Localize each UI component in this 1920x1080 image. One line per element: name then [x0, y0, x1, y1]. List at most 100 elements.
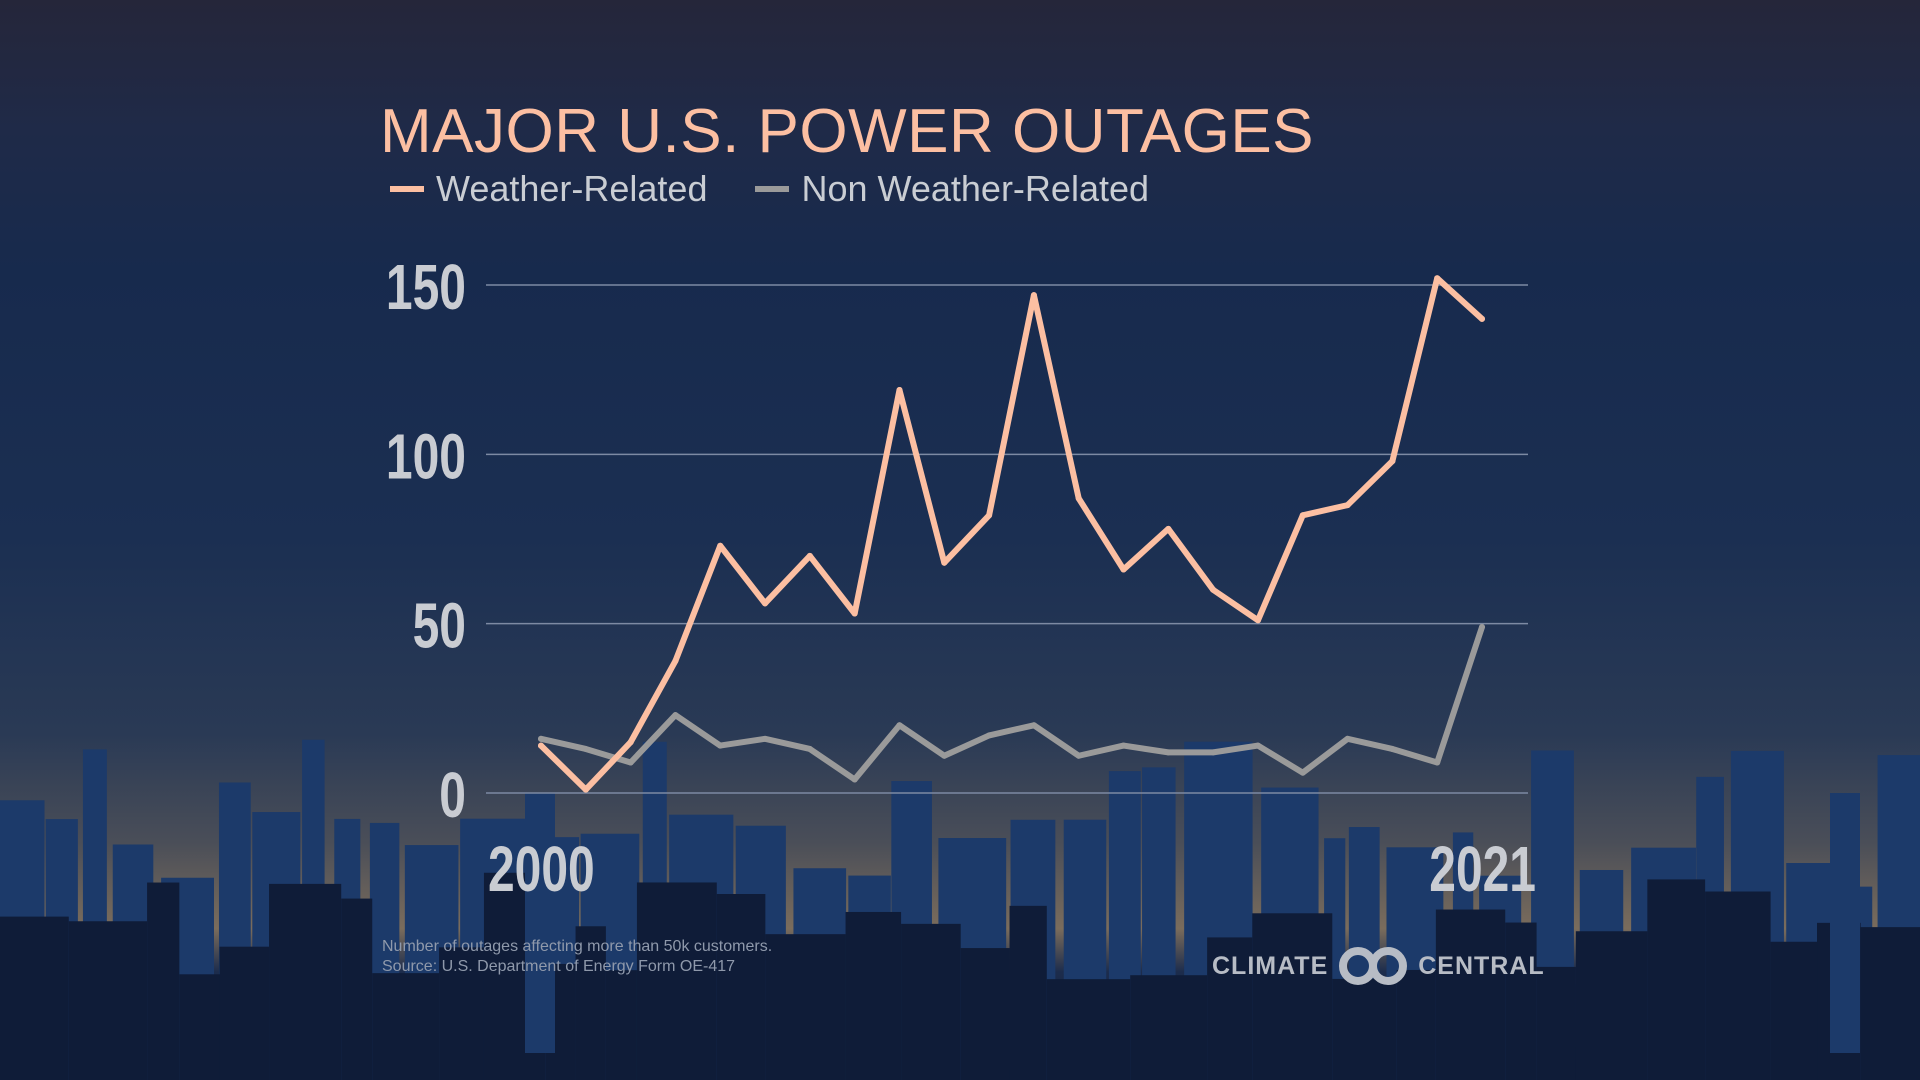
data-point — [627, 759, 634, 766]
building-front — [1332, 978, 1397, 1080]
building-tower — [1830, 793, 1860, 1053]
building-front — [1130, 975, 1208, 1080]
building-front — [269, 883, 342, 1080]
data-point — [1030, 292, 1037, 299]
data-point — [851, 610, 858, 617]
y-tick-label: 100 — [386, 421, 466, 492]
series-line-weather-related — [538, 275, 1485, 793]
building-tower — [525, 793, 555, 1053]
data-point — [1120, 566, 1127, 573]
legend-item-weather: Weather-Related — [390, 168, 707, 210]
x-tick-label: 2021 — [1429, 833, 1536, 904]
building-front — [1252, 913, 1333, 1080]
data-point — [941, 752, 948, 759]
building-front — [1647, 879, 1706, 1080]
building-front — [439, 947, 484, 1080]
data-point — [896, 386, 903, 393]
data-point — [986, 732, 993, 739]
building-front — [341, 898, 373, 1080]
building-front — [147, 882, 180, 1080]
data-point — [717, 742, 724, 749]
data-point — [806, 745, 813, 752]
building-front — [636, 882, 717, 1080]
legend-label-weather: Weather-Related — [436, 168, 708, 209]
y-tick-label: 150 — [386, 251, 466, 322]
y-tick-label: 0 — [439, 759, 466, 830]
data-point — [538, 735, 544, 742]
building-front — [765, 934, 846, 1080]
data-point — [1165, 525, 1172, 532]
data-point — [1120, 742, 1127, 749]
logo-text-right: CENTRAL — [1418, 951, 1545, 980]
legend-item-non-weather: Non Weather-Related — [755, 168, 1149, 210]
climate-central-logo: CLIMATE CENTRAL — [1212, 946, 1545, 986]
data-point — [1210, 586, 1217, 593]
logo-rings-icon — [1339, 947, 1408, 985]
data-point — [806, 552, 813, 559]
legend-label-non-weather: Non Weather-Related — [801, 168, 1150, 209]
series-line-non-weather-related — [538, 624, 1485, 783]
footnote: Number of outages affecting more than 50… — [382, 937, 772, 977]
logo-text-left: CLIMATE — [1212, 951, 1329, 980]
building-front — [1575, 931, 1648, 1080]
building-front — [179, 974, 220, 1080]
y-tick-label: 50 — [413, 590, 466, 661]
data-point — [1299, 769, 1306, 776]
x-tick-label: 2000 — [488, 833, 595, 904]
data-point — [1434, 275, 1441, 282]
data-point — [1389, 458, 1396, 465]
data-point — [1389, 745, 1396, 752]
data-point — [538, 742, 544, 749]
data-point — [986, 512, 993, 519]
data-point — [1479, 624, 1485, 631]
building-front — [1770, 941, 1818, 1080]
building-front — [901, 923, 961, 1080]
building-front — [1396, 969, 1436, 1080]
legend-swatch-non-weather — [755, 186, 790, 192]
chart-title: MAJOR U.S. POWER OUTAGES — [380, 97, 1315, 166]
data-point — [1299, 512, 1306, 519]
building-front — [0, 916, 69, 1080]
building-front — [1009, 905, 1047, 1080]
data-point — [1479, 315, 1485, 322]
data-point — [762, 735, 769, 742]
data-point — [851, 776, 858, 783]
building-front — [68, 921, 148, 1080]
building-front — [1860, 927, 1920, 1080]
data-point — [672, 712, 679, 719]
data-point — [582, 786, 589, 793]
footnote-description: Number of outages affecting more than 50… — [382, 938, 773, 955]
building-front — [1505, 922, 1537, 1080]
building-front — [845, 911, 902, 1080]
data-point — [717, 542, 724, 549]
data-point — [941, 559, 948, 566]
building-front — [575, 926, 606, 1080]
building-front — [716, 893, 766, 1080]
data-point — [627, 739, 634, 746]
data-point — [896, 722, 903, 729]
data-point — [762, 600, 769, 607]
data-point — [1210, 749, 1217, 756]
building-front — [219, 946, 270, 1080]
data-point — [672, 657, 679, 664]
data-point — [1165, 749, 1172, 756]
building-front — [1207, 937, 1253, 1080]
data-point — [1344, 735, 1351, 742]
data-point — [1075, 752, 1082, 759]
building-front — [372, 973, 440, 1080]
data-point — [1344, 502, 1351, 509]
data-point — [1254, 617, 1261, 624]
data-point — [1254, 742, 1261, 749]
building-front — [1435, 909, 1506, 1080]
footnote-source: Source: U.S. Department of Energy Form O… — [382, 958, 736, 975]
legend-swatch-weather — [390, 186, 424, 192]
building-front — [605, 970, 637, 1080]
data-point — [1075, 495, 1082, 502]
building-front — [1536, 966, 1576, 1080]
building-front — [1046, 979, 1131, 1080]
data-point — [1030, 722, 1037, 729]
data-point — [1434, 759, 1441, 766]
data-point — [582, 745, 589, 752]
